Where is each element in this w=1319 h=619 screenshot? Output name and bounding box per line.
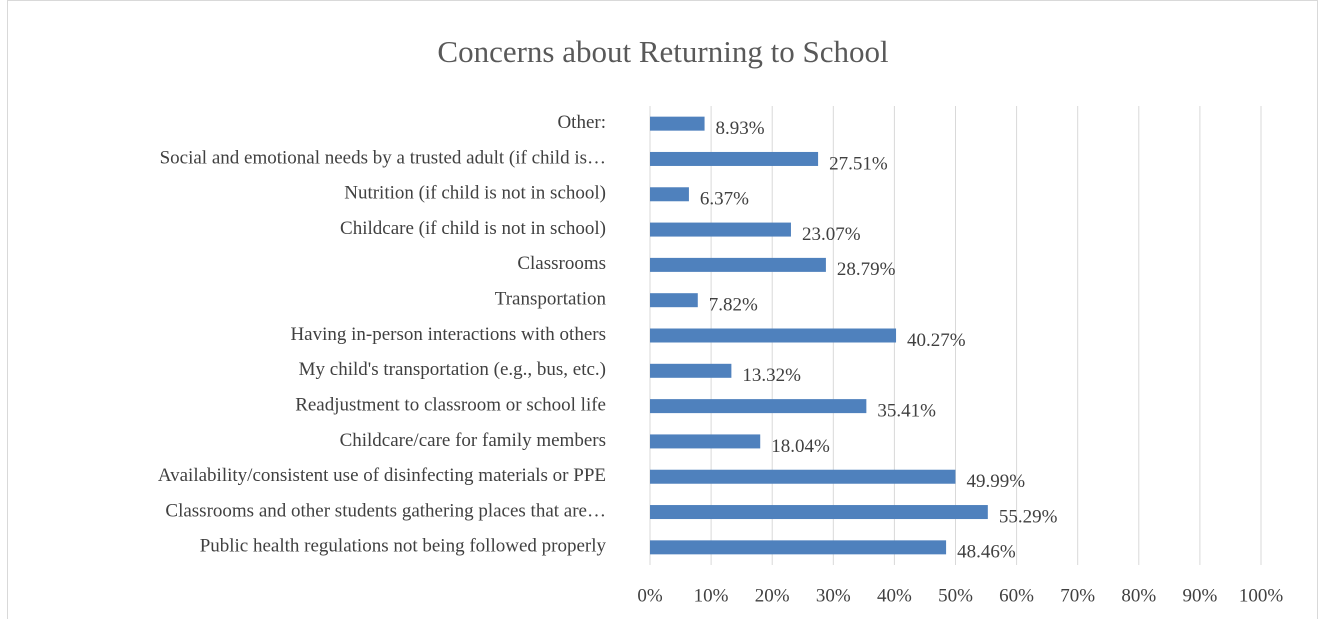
y-tick-label: Classrooms — [517, 253, 606, 274]
data-label: 7.82% — [709, 295, 758, 316]
data-label: 23.07% — [802, 224, 861, 245]
bar — [650, 257, 826, 272]
x-tick-label: 50% — [938, 585, 973, 606]
y-tick-label: Childcare (if child is not in school) — [340, 218, 606, 239]
y-tick-label: Readjustment to classroom or school life — [295, 394, 606, 415]
bar — [650, 434, 761, 449]
data-label: 27.51% — [829, 153, 888, 174]
y-tick-label: Classrooms and other students gathering … — [165, 500, 606, 521]
y-tick-label: Nutrition (if child is not in school) — [344, 183, 606, 204]
x-tick-label: 90% — [1182, 585, 1217, 606]
x-tick-label: 60% — [999, 585, 1034, 606]
y-tick-label: Public health regulations not being foll… — [200, 536, 607, 557]
data-label: 8.93% — [716, 118, 765, 139]
y-tick-label: Social and emotional needs by a trusted … — [160, 147, 606, 168]
x-tick-label: 40% — [877, 585, 912, 606]
data-label: 55.29% — [999, 506, 1058, 527]
x-tick-label: 10% — [694, 585, 729, 606]
data-label: 28.79% — [837, 259, 896, 280]
x-tick-label: 0% — [637, 585, 663, 606]
y-tick-label: Childcare/care for family members — [340, 430, 606, 451]
x-tick-label: 70% — [1060, 585, 1095, 606]
data-label: 40.27% — [907, 330, 966, 351]
x-tick-label: 20% — [755, 585, 790, 606]
y-tick-label: Having in-person interactions with other… — [290, 324, 606, 345]
data-label: 13.32% — [742, 365, 801, 386]
data-label: 18.04% — [771, 436, 830, 457]
bar — [650, 187, 689, 202]
x-tick-label: 100% — [1239, 585, 1284, 606]
data-label: 6.37% — [700, 189, 749, 210]
bar — [650, 540, 947, 555]
y-tick-label: Transportation — [495, 289, 607, 310]
bar — [650, 505, 988, 520]
bar — [650, 222, 791, 237]
bar — [650, 363, 732, 378]
bar — [650, 469, 956, 484]
data-label: 49.99% — [966, 471, 1025, 492]
y-tick-label: Other: — [557, 112, 606, 133]
y-tick-label: My child's transportation (e.g., bus, et… — [299, 359, 606, 380]
x-tick-label: 80% — [1121, 585, 1156, 606]
data-label: 35.41% — [877, 400, 936, 421]
bar — [650, 293, 698, 308]
chart-title: Concerns about Returning to School — [437, 34, 888, 69]
x-tick-label: 30% — [816, 585, 851, 606]
bar — [650, 328, 897, 343]
bar — [650, 116, 705, 131]
data-label: 48.46% — [957, 542, 1016, 563]
bar — [650, 399, 867, 414]
bar — [650, 151, 819, 166]
chart-border — [7, 0, 1318, 619]
y-tick-label: Availability/consistent use of disinfect… — [158, 465, 606, 486]
